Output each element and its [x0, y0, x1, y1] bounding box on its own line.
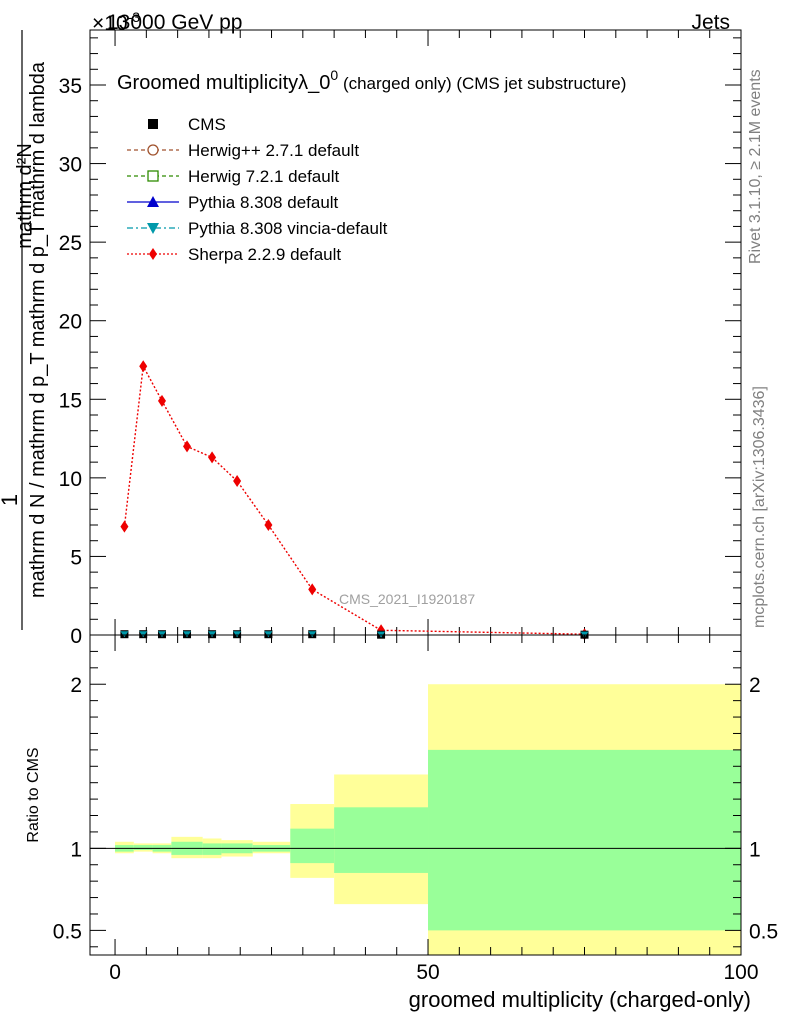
legend-entry-label: Pythia 8.308 vincia-default — [188, 219, 388, 238]
ratio-y-tick-label-right: 1 — [749, 838, 761, 861]
sherpa-point — [183, 440, 192, 453]
sherpa-point — [264, 519, 273, 531]
x-axis-label: groomed multiplicity (charged-only) — [409, 987, 751, 1012]
legend-marker-triangle-down — [147, 223, 159, 234]
y-tick-label: 10 — [59, 468, 82, 491]
sherpa-point — [208, 451, 217, 464]
legend-entry-label: Pythia 8.308 default — [188, 193, 339, 212]
ratio-axis-ticks: 0.5 0.5 1 1 2 2 0 50 100 — [53, 635, 778, 984]
ratio-y-tick-label-right: 2 — [749, 674, 761, 697]
x-tick-label: 0 — [109, 961, 121, 984]
main-plot: 0 5 10 15 20 25 30 35 — [59, 29, 742, 648]
process-label: Jets — [691, 11, 730, 34]
legend-marker-triangle-up — [147, 196, 159, 207]
ratio-band-inner — [202, 843, 222, 855]
ratio-band-inner — [133, 845, 153, 850]
legend-entry-label: Herwig 7.2.1 default — [188, 167, 339, 186]
ratio-band-inner — [334, 807, 429, 873]
y-label-prefix: 1 — [0, 494, 22, 506]
sherpa-point — [157, 394, 166, 407]
ratio-y-tick-label: 2 — [70, 674, 82, 697]
rivet-version-label: Rivet 3.1.10, ≥ 2.1M events — [747, 69, 764, 264]
legend-marker-square — [148, 119, 158, 129]
sherpa-point — [233, 475, 242, 487]
main-title: Groomed multiplicityλ_00 (charged only) … — [117, 67, 626, 94]
y-tick-label: 35 — [59, 75, 82, 98]
sherpa-point — [120, 520, 129, 533]
ratio-plot-frame — [89, 634, 742, 956]
ratio-band-inner — [428, 749, 741, 931]
vincia-point — [183, 631, 192, 638]
vincia-point — [233, 631, 242, 638]
vincia-point — [208, 631, 217, 638]
ratio-plot: 0.5 0.5 1 1 2 2 0 50 100 — [53, 634, 778, 984]
sherpa-point — [139, 360, 148, 373]
x-tick-label: 100 — [723, 961, 758, 984]
ratio-band-inner — [290, 828, 335, 864]
y-tick-label: 25 — [59, 232, 82, 255]
y-tick-label: 5 — [70, 546, 82, 569]
y-tick-label: 30 — [59, 154, 82, 177]
y-tick-label: 15 — [59, 389, 82, 412]
energy-label: 13000 GeV pp — [107, 11, 242, 34]
main-axis-ticks: 0 5 10 15 20 25 30 35 — [59, 30, 742, 648]
sherpa-point — [308, 583, 317, 596]
analysis-watermark: CMS_2021_I1920187 — [339, 591, 475, 607]
legend-marker-open-square — [147, 170, 159, 182]
legend-marker-circle — [147, 144, 159, 156]
ratio-y-tick-label: 1 — [70, 838, 82, 861]
vincia-point — [157, 631, 166, 638]
legend-entry-label: Sherpa 2.2.9 default — [188, 245, 341, 264]
legend-entry-label: CMS — [188, 115, 226, 134]
y-label-numerator: mathrm d²N — [14, 143, 36, 249]
y-tick-label: 20 — [59, 311, 82, 334]
legend-entry-label: Herwig++ 2.7.1 default — [188, 141, 359, 160]
y-tick-label: 0 — [70, 625, 82, 648]
ratio-y-tick-label: 0.5 — [53, 920, 82, 943]
mcplots-label: mcplots.cern.ch [arXiv:1306.3436] — [751, 386, 768, 628]
exponent-label: ×10-3 — [92, 9, 140, 35]
vincia-point — [308, 631, 317, 638]
vincia-point — [264, 631, 273, 638]
vincia-point — [120, 631, 129, 638]
x-tick-label: 50 — [416, 961, 439, 984]
legend: CMS Herwig++ 2.7.1 default Herwig 7.2.1 de… — [127, 115, 388, 264]
ratio-y-tick-label-right: 0.5 — [749, 920, 778, 943]
ratio-y-axis-label: Ratio to CMS — [25, 747, 42, 842]
legend-marker-diamond — [149, 248, 157, 260]
sherpa-series-line — [123, 364, 585, 635]
y-label-denominator: mathrm d N / mathrm d p_T mathrm d p_T m… — [27, 61, 49, 598]
main-y-axis-label: 1 mathrm d²N mathrm d N / mathrm d p_T m… — [0, 30, 49, 630]
vincia-point — [139, 631, 148, 638]
